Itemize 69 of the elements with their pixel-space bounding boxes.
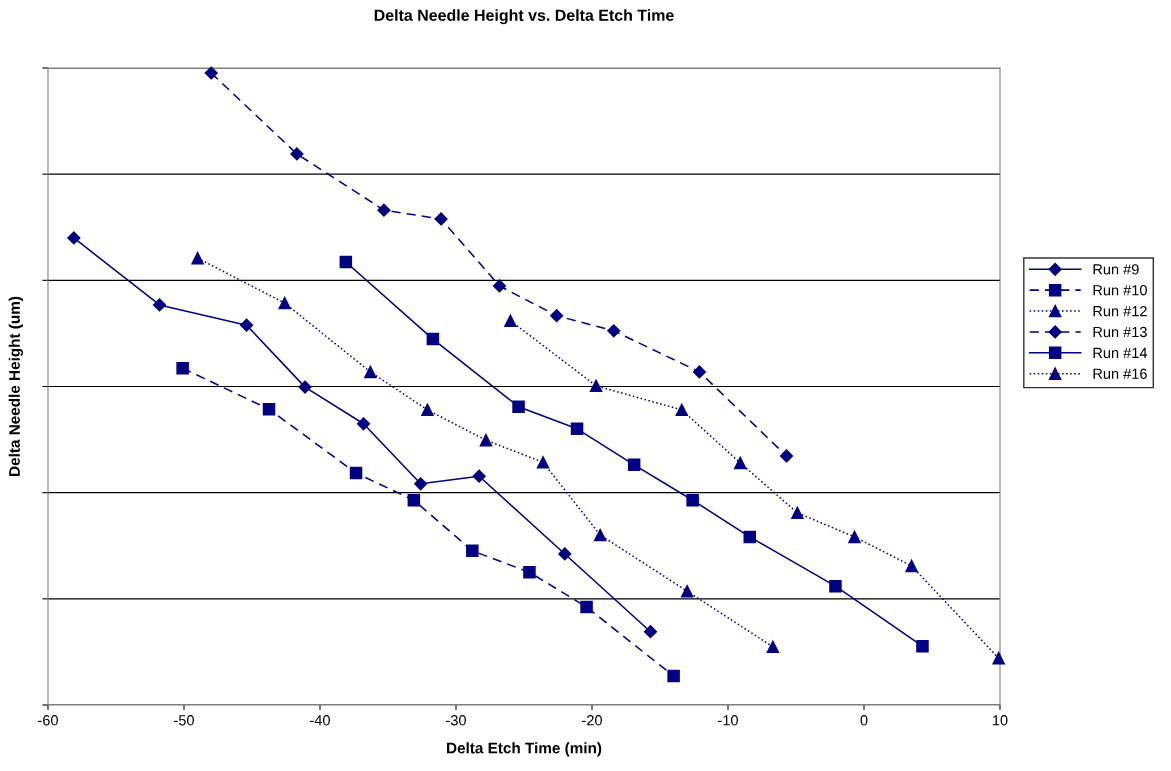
point xyxy=(667,669,680,683)
point xyxy=(152,298,167,312)
point xyxy=(414,477,428,491)
point xyxy=(349,466,363,480)
point xyxy=(607,324,621,338)
x-axis-title: Delta Etch Time (min) xyxy=(447,742,602,757)
legend-label: Run #14 xyxy=(1093,347,1148,359)
point xyxy=(743,530,757,544)
point xyxy=(278,296,291,310)
x-tick-label: 0 xyxy=(860,715,868,726)
x-tick-label: 10 xyxy=(993,715,1008,726)
point xyxy=(298,380,312,394)
point xyxy=(593,528,607,542)
point xyxy=(766,640,780,654)
point xyxy=(426,332,440,346)
point xyxy=(627,458,641,472)
point xyxy=(67,231,81,245)
point xyxy=(262,402,276,416)
legend-label: Run #10 xyxy=(1093,285,1147,296)
point xyxy=(176,361,189,375)
legend-label: Run #9 xyxy=(1093,264,1139,275)
point xyxy=(536,456,550,469)
chart-title: Delta Needle Height vs. Delta Etch Time xyxy=(374,9,674,25)
point xyxy=(905,559,918,573)
point xyxy=(589,379,603,393)
x-tick-label: -10 xyxy=(718,715,738,726)
point xyxy=(504,314,517,327)
x-tick-label: -50 xyxy=(174,715,194,726)
point xyxy=(204,66,218,80)
point xyxy=(377,203,391,217)
point xyxy=(916,639,929,653)
legend-label: Run #13 xyxy=(1093,326,1147,338)
point xyxy=(570,422,584,436)
point xyxy=(479,433,493,447)
point xyxy=(339,255,353,269)
x-tick-label: -30 xyxy=(446,715,466,726)
point xyxy=(680,584,694,598)
point xyxy=(492,279,507,293)
point xyxy=(523,566,536,579)
point xyxy=(421,403,434,417)
point xyxy=(733,456,747,470)
point xyxy=(364,365,377,379)
point xyxy=(472,469,486,483)
x-tick-label: -20 xyxy=(582,715,602,726)
point xyxy=(466,544,479,558)
point xyxy=(692,365,707,379)
x-tick-label: -60 xyxy=(38,715,58,726)
point xyxy=(992,651,1005,665)
point xyxy=(848,530,861,544)
point xyxy=(829,579,842,593)
legend-label: Run #12 xyxy=(1093,305,1147,317)
point xyxy=(686,493,699,507)
legend-label: Run #16 xyxy=(1093,368,1147,379)
point xyxy=(356,417,371,431)
y-axis-title: Delta Needle Height (um) xyxy=(8,296,23,476)
point xyxy=(191,251,204,265)
x-tick-label: -40 xyxy=(310,715,330,726)
point xyxy=(407,493,421,507)
point xyxy=(580,600,593,614)
point xyxy=(643,625,658,639)
point xyxy=(239,318,254,332)
point xyxy=(791,506,804,520)
point xyxy=(434,212,448,226)
point xyxy=(512,400,525,413)
point xyxy=(550,309,564,323)
point xyxy=(675,403,689,417)
point xyxy=(779,449,794,463)
point xyxy=(558,547,572,561)
point xyxy=(290,147,304,161)
